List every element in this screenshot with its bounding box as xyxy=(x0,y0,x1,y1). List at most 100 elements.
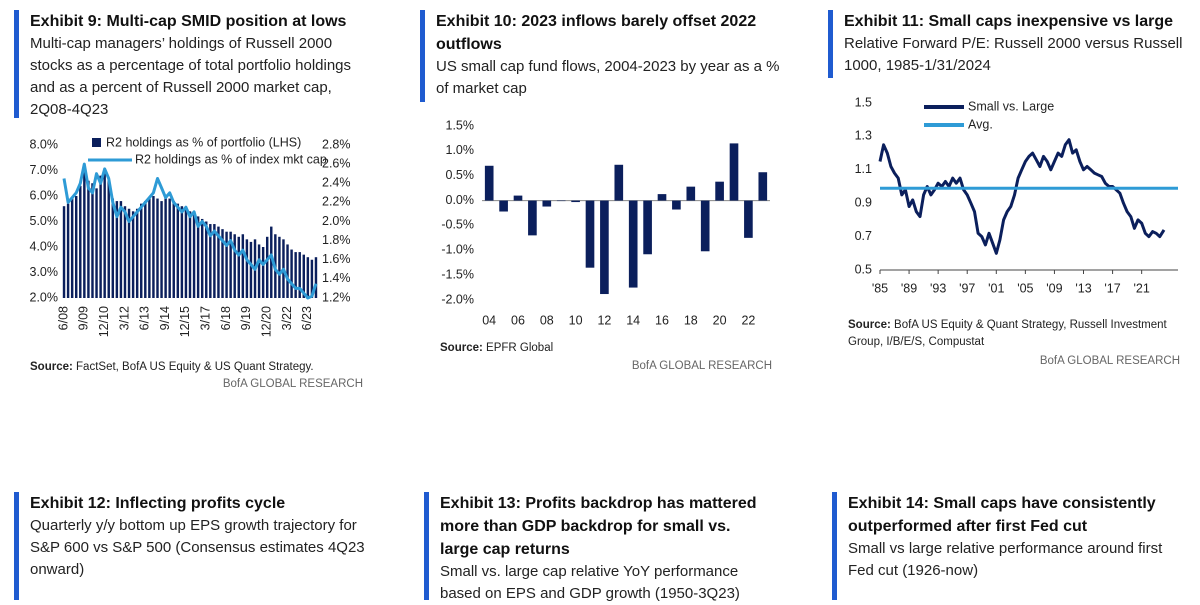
header: Exhibit 9: Multi-cap SMID position at lo… xyxy=(14,10,370,118)
bar xyxy=(628,200,638,288)
x-tick-label: '01 xyxy=(988,281,1004,295)
x-tick-label: 6/23 xyxy=(300,306,314,330)
line xyxy=(878,138,1166,255)
source: Source: EPFR Global xyxy=(440,340,770,357)
x-tick-label: 9/09 xyxy=(77,306,91,330)
bar xyxy=(196,216,200,298)
bar xyxy=(237,236,240,298)
x-tick-label: 6/18 xyxy=(219,306,233,330)
bar xyxy=(672,200,681,210)
line xyxy=(62,162,318,300)
bar xyxy=(123,206,127,298)
y-tick-label: 5.0% xyxy=(30,214,59,228)
source-text: BofA US Equity & Quant Strategy, Russell… xyxy=(848,319,1167,348)
source: Source: BofA US Equity & Quant Strategy,… xyxy=(848,317,1188,351)
x-tick-label: 12/10 xyxy=(97,306,111,337)
brand: BofA GLOBAL RESEARCH xyxy=(1039,355,1180,367)
y-tick-label: -0.5% xyxy=(441,218,474,232)
bar xyxy=(306,257,310,298)
bar xyxy=(249,241,253,298)
bar xyxy=(686,186,696,201)
header: Exhibit 13: Profits backdrop has mattere… xyxy=(424,492,770,602)
bar xyxy=(542,200,552,207)
bar xyxy=(270,226,273,298)
x-tick-label: '97 xyxy=(959,281,975,295)
x-tick-label: '05 xyxy=(1017,281,1033,295)
bar xyxy=(229,231,232,298)
bar xyxy=(499,200,508,212)
bar xyxy=(643,200,652,255)
title: Exhibit 9: Multi-cap SMID position at lo… xyxy=(30,13,347,30)
bar xyxy=(70,198,74,298)
y-tick-label: 2.6% xyxy=(322,156,351,170)
y-tick-label: 4.0% xyxy=(30,239,59,253)
bar xyxy=(233,234,236,298)
subtitle: US small cap fund flows, 2004-2023 by ye… xyxy=(436,58,780,97)
bar xyxy=(217,226,220,298)
source-label: Source: xyxy=(848,319,891,331)
y-tick-label: 1.6% xyxy=(322,252,351,266)
bar xyxy=(744,200,753,238)
subtitle: Small vs. large cap relative YoY perform… xyxy=(440,563,740,602)
bar xyxy=(265,236,269,298)
bar xyxy=(585,200,595,268)
bar xyxy=(148,198,151,298)
bar xyxy=(290,249,293,298)
bar xyxy=(484,165,494,201)
bar xyxy=(87,180,90,298)
bar xyxy=(278,236,281,298)
bar xyxy=(91,183,94,298)
x-tick-label: 9/14 xyxy=(158,306,172,330)
x-tick-label: 6/08 xyxy=(56,306,70,330)
x-tick-label: '89 xyxy=(901,281,917,295)
x-tick-label: 6/13 xyxy=(138,306,152,330)
y-tick-label: 0.5% xyxy=(446,168,475,182)
bar xyxy=(131,211,135,298)
x-tick-label: 3/12 xyxy=(117,306,131,330)
bar xyxy=(164,196,167,298)
bar xyxy=(715,181,724,201)
bar xyxy=(286,244,289,298)
bar xyxy=(513,195,523,201)
y-tick-label: 2.2% xyxy=(322,195,351,209)
x-tick-label: 18 xyxy=(684,313,698,327)
header: Exhibit 14: Small caps have consistently… xyxy=(832,492,1188,600)
bar xyxy=(79,185,82,298)
bar xyxy=(188,211,192,298)
x-tick-label: '13 xyxy=(1075,281,1091,295)
y-tick-label: 7.0% xyxy=(30,163,59,177)
y-tick-label: 0.0% xyxy=(446,193,475,207)
bar xyxy=(245,239,249,298)
x-tick-label: '17 xyxy=(1104,281,1120,295)
bar xyxy=(314,257,318,298)
bar xyxy=(261,247,265,298)
bar xyxy=(213,224,216,298)
x-tick-label: '21 xyxy=(1134,281,1150,295)
bar xyxy=(62,206,66,298)
bar xyxy=(298,252,301,298)
x-tick-label: 08 xyxy=(540,313,554,327)
bar xyxy=(729,143,739,201)
y-tick-label: 1.0% xyxy=(446,143,475,157)
bar xyxy=(294,252,297,298)
bar xyxy=(571,200,580,203)
x-tick-label: 3/17 xyxy=(199,306,213,330)
y-tick-label: 1.5% xyxy=(446,118,475,132)
bar xyxy=(99,175,102,298)
bar xyxy=(160,201,163,298)
bar xyxy=(135,208,139,298)
bar xyxy=(556,200,566,202)
bar xyxy=(140,203,143,298)
title: Exhibit 10: 2023 inflows barely offset 2… xyxy=(436,13,757,53)
bar xyxy=(192,213,196,298)
x-tick-label: 20 xyxy=(713,313,727,327)
bar xyxy=(83,170,86,298)
y-tick-label: 1.3 xyxy=(855,129,872,143)
bar xyxy=(115,201,119,298)
x-tick-label: '09 xyxy=(1046,281,1062,295)
source: Source: FactSet, BofA US Equity & US Qua… xyxy=(30,359,370,376)
subtitle: Small vs large relative performance arou… xyxy=(848,540,1163,579)
y-tick-label: 0.7 xyxy=(855,229,872,243)
bar xyxy=(657,194,667,201)
header: Exhibit 12: Inflecting profits cycle Qua… xyxy=(14,492,375,600)
